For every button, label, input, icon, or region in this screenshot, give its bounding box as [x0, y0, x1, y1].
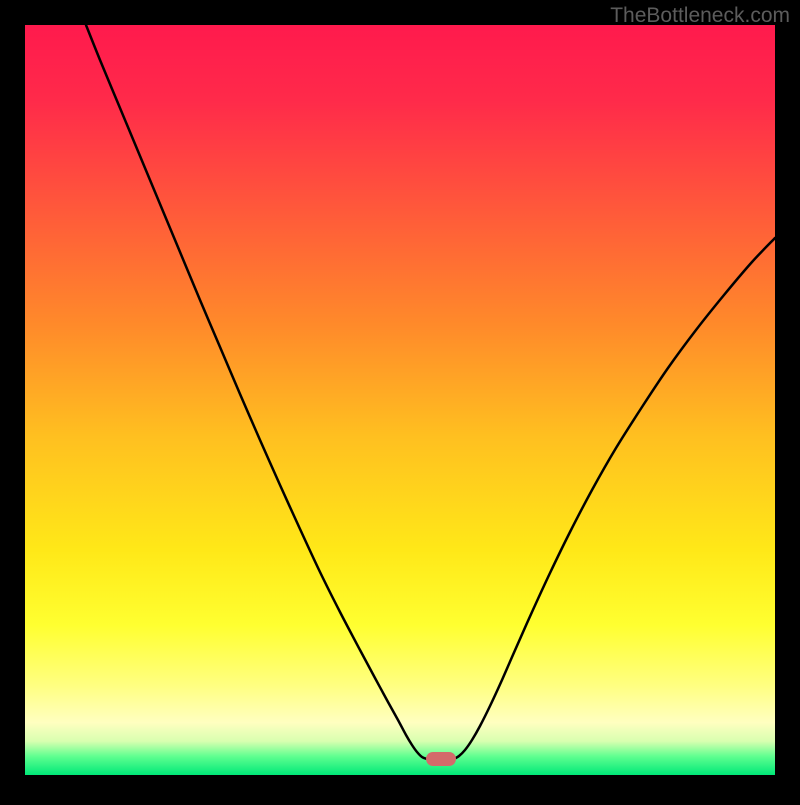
bottleneck-chart — [0, 0, 800, 800]
chart-background — [25, 25, 775, 775]
min-marker — [426, 752, 456, 766]
chart-container: TheBottleneck.com — [0, 0, 800, 800]
watermark-text: TheBottleneck.com — [610, 4, 790, 28]
